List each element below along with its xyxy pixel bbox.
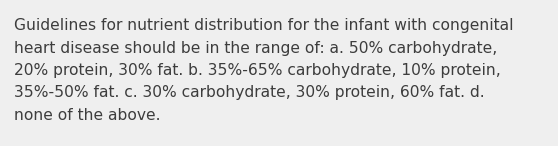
Text: heart disease should be in the range of: a. 50% carbohydrate,: heart disease should be in the range of:… [14, 40, 497, 55]
Text: Guidelines for nutrient distribution for the infant with congenital: Guidelines for nutrient distribution for… [14, 18, 513, 33]
Text: none of the above.: none of the above. [14, 108, 161, 123]
Text: 20% protein, 30% fat. b. 35%-65% carbohydrate, 10% protein,: 20% protein, 30% fat. b. 35%-65% carbohy… [14, 63, 501, 78]
Text: 35%-50% fat. c. 30% carbohydrate, 30% protein, 60% fat. d.: 35%-50% fat. c. 30% carbohydrate, 30% pr… [14, 86, 485, 100]
